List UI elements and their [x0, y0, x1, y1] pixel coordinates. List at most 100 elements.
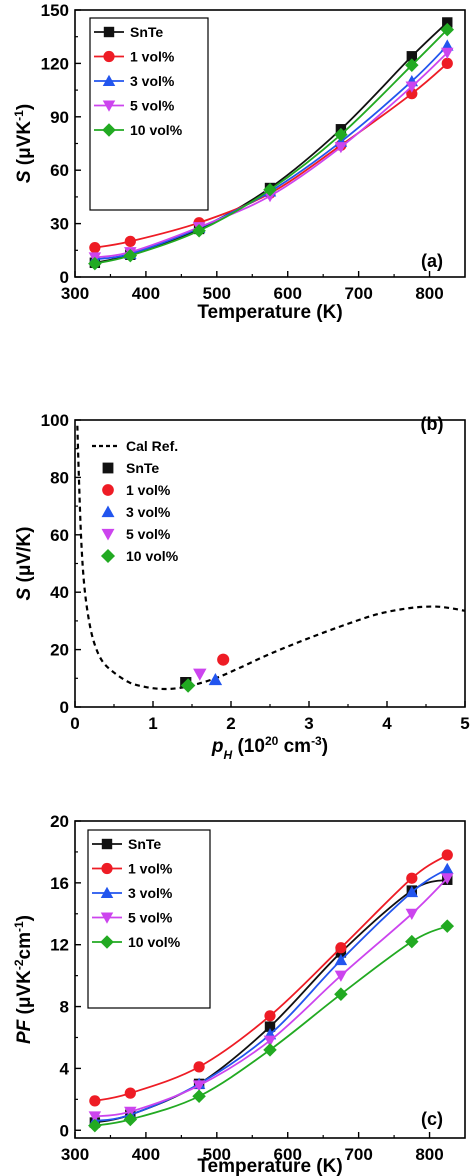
y-tick-label: 12 [50, 936, 69, 955]
series-3-vol [208, 673, 223, 686]
data-point-snte [442, 17, 453, 28]
legend: SnTe 1 vol% 3 vol% 5 vol% 10 vol% [87, 829, 211, 1009]
legend-swatch-marker [103, 26, 115, 38]
x-tick-label: 700 [344, 284, 372, 303]
x-tick-label: 2 [226, 714, 235, 733]
legend-entry-1-vol: 1 vol% [102, 482, 171, 498]
legend-entry-3-vol: 3 vol% [101, 504, 171, 520]
legend: Cal Ref. SnTe 1 vol% 3 vol% 5 vol% 10 vol% [92, 438, 179, 564]
legend-entry-snte: SnTe [92, 836, 161, 852]
legend-swatch-marker [102, 123, 116, 137]
y-tick-label: 4 [60, 1059, 70, 1078]
data-point-10-vol [405, 58, 419, 72]
y-tick-label: 20 [50, 812, 69, 831]
legend-swatch-marker [103, 50, 115, 63]
data-point-10-vol [88, 1118, 102, 1133]
panel-label: (a) [421, 251, 443, 271]
x-tick-label: 800 [415, 284, 443, 303]
legend-entry-cal-ref: Cal Ref. [92, 438, 178, 454]
legend-swatch-marker [101, 505, 115, 518]
data-point-10-vol [405, 934, 419, 949]
x-axis-label-main: p [211, 736, 224, 757]
legend-swatch-marker [101, 528, 115, 541]
legend-label: 3 vol% [126, 504, 171, 520]
data-point-1-vol [193, 1061, 205, 1073]
x-tick-label: 0 [70, 714, 79, 733]
legend-entry-1-vol: 1 vol% [94, 49, 175, 65]
legend-swatch-marker [101, 862, 113, 875]
data-point-5-vol [441, 47, 454, 59]
series-1-vol [89, 849, 453, 1107]
x-tick-label: 700 [344, 1145, 372, 1164]
y-tick-label: 8 [60, 998, 69, 1017]
y-axis-label-unit: (μV/K) [14, 527, 35, 588]
data-point-5-vol [405, 908, 419, 921]
x-axis-label-unit-post: ) [322, 736, 328, 757]
legend-label: 5 vol% [128, 910, 173, 926]
legend-label: Cal Ref. [126, 438, 178, 454]
x-tick-label: 1 [148, 714, 157, 733]
y-tick-label: 80 [50, 468, 69, 487]
legend-box [89, 17, 209, 211]
x-tick-label: 800 [415, 1145, 443, 1164]
data-point-10-vol [192, 1089, 206, 1104]
data-point-1-vol [441, 849, 453, 861]
y-tick-label: 20 [50, 641, 69, 660]
data-point-snte [406, 51, 418, 62]
x-tick-label: 5 [460, 714, 469, 733]
legend-entry-10-vol: 10 vol% [100, 548, 179, 564]
series-10-vol [88, 22, 455, 271]
x-tick-label: 4 [382, 714, 392, 733]
x-tick-label: 400 [132, 284, 160, 303]
legend-label: 3 vol% [128, 885, 173, 901]
legend-label: 1 vol% [126, 482, 171, 498]
data-point-5-vol [263, 191, 277, 203]
data-point-3-vol [334, 953, 348, 966]
data-point-5-vol [334, 142, 348, 154]
legend-label: 1 vol% [130, 49, 175, 65]
data-point-10-vol [334, 127, 348, 142]
legend-swatch-marker [100, 886, 114, 898]
y-tick-label: 60 [50, 526, 69, 545]
series-10-vol [88, 919, 455, 1133]
data-point-1-vol [124, 235, 136, 248]
x-axis-label: pH (1020 cm-3) [211, 734, 328, 762]
legend-entry-10-vol: 10 vol% [92, 934, 181, 950]
y-axis-label-unit-pre: (μVK [14, 970, 35, 1020]
x-axis-label-sup2: -3 [311, 734, 322, 748]
x-tick-label: 300 [61, 1145, 89, 1164]
legend-entry-3-vol: 3 vol% [92, 885, 173, 901]
legend-label: 10 vol% [130, 122, 183, 138]
data-point-5-vol [88, 1111, 102, 1123]
data-point-5-vol [193, 668, 207, 681]
data-point-10-vol [123, 1112, 138, 1127]
legend-label: 10 vol% [126, 548, 179, 564]
x-tick-label: 300 [61, 284, 89, 303]
x-axis-label-unit-mid: cm [278, 736, 311, 757]
data-point-1-vol [89, 1095, 101, 1107]
y-tick-label: 16 [50, 874, 69, 893]
legend-box [87, 829, 211, 1009]
data-point-1-vol [264, 1010, 276, 1022]
series-10-vol [180, 678, 196, 693]
legend-swatch-marker [102, 462, 114, 474]
data-point-5-vol [263, 1035, 277, 1047]
legend: SnTe 1 vol% 3 vol% 5 vol% 10 vol% [89, 17, 209, 211]
x-axis-label: Temperature (K) [197, 1156, 342, 1176]
legend-entry-10-vol: 10 vol% [94, 122, 183, 138]
legend-swatch-marker [100, 912, 114, 924]
data-point-5-vol [192, 1080, 206, 1092]
x-tick-label: 600 [274, 284, 302, 303]
series-5-vol [193, 668, 207, 681]
legend-entry-5-vol: 5 vol% [92, 910, 173, 926]
plot-frame [74, 820, 466, 1139]
y-tick-label: 120 [41, 54, 69, 73]
legend-entry-snte: SnTe [102, 460, 159, 476]
data-point-5-vol [124, 1106, 137, 1118]
chart-panel-c: 300 400 500 600 700 800 0 4 8 12 16 20 Temperature (… [12, 812, 466, 1176]
x-axis-label-sup1: 20 [265, 734, 279, 748]
panel-label: (c) [421, 1109, 443, 1129]
plot-area [76, 425, 465, 693]
